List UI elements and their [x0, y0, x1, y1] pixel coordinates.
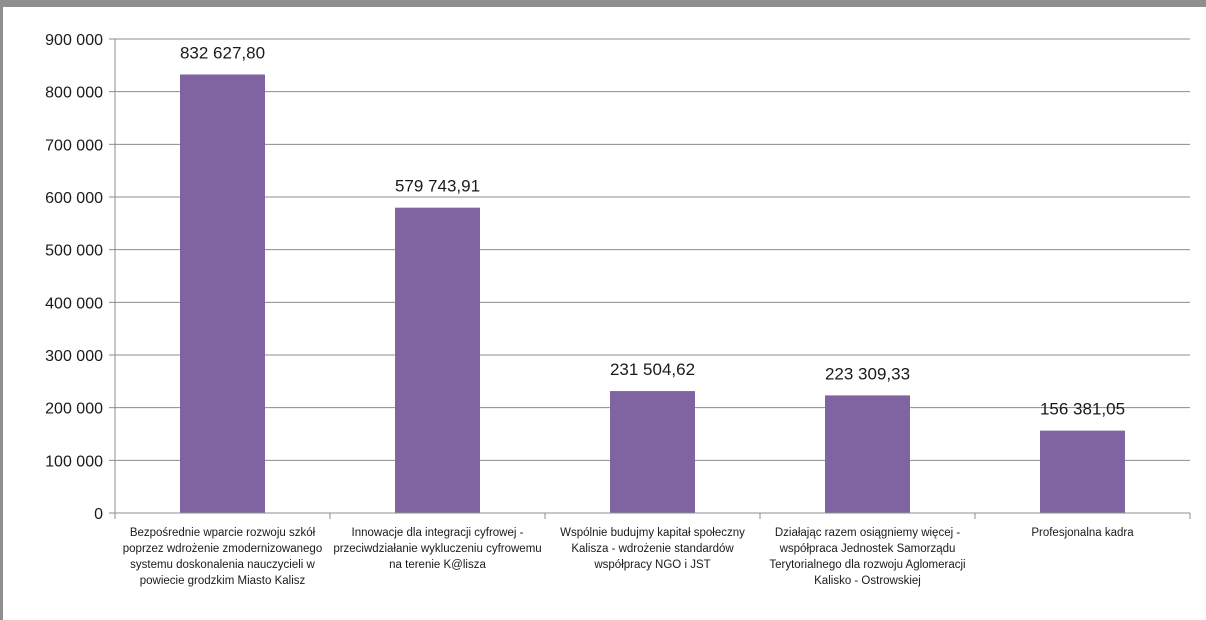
bar — [825, 395, 910, 513]
bar — [610, 391, 695, 513]
y-tick-label: 200 000 — [45, 401, 103, 418]
data-labels: 832 627,80 579 743,91 231 504,62 223 309,33… — [180, 43, 1125, 418]
data-label: 832 627,80 — [180, 43, 265, 62]
data-label: 223 309,33 — [825, 364, 910, 383]
y-tick-label: 600 000 — [45, 190, 103, 207]
x-category-label: Wspólnie budujmy kapitał społeczny Kalis… — [560, 527, 745, 571]
data-label: 579 743,91 — [395, 177, 480, 196]
x-category-label: Bezpośrednie wparcie rozwoju szkół poprz… — [122, 527, 323, 587]
y-tick-label: 700 000 — [45, 137, 103, 154]
y-tick-label: 800 000 — [45, 85, 103, 102]
y-tick-label: 900 000 — [45, 32, 103, 49]
bars — [180, 74, 1125, 513]
y-tick-label: 400 000 — [45, 295, 103, 312]
y-tick-label: 100 000 — [45, 453, 103, 470]
data-label: 231 504,62 — [610, 360, 695, 379]
y-tick-label: 300 000 — [45, 348, 103, 365]
window-frame-top — [0, 0, 1206, 7]
y-axis-ticks: 0 100 000 200 000 300 000 400 000 500 000 600 … — [45, 32, 115, 523]
window-frame-left — [0, 0, 3, 620]
x-category-label: Innowacje dla integracji cyfrowej - prze… — [333, 527, 542, 571]
y-tick-label: 500 000 — [45, 243, 103, 260]
axes — [114, 39, 1191, 519]
x-category-label: Działając razem osiągniemy więcej - wspó… — [769, 527, 966, 587]
x-category-label: Profesjonalna kadra — [1031, 527, 1134, 539]
data-label: 156 381,05 — [1040, 400, 1125, 419]
y-tick-label: 0 — [94, 506, 103, 523]
bar — [180, 74, 265, 513]
bar — [1040, 430, 1125, 513]
bar — [395, 207, 480, 513]
